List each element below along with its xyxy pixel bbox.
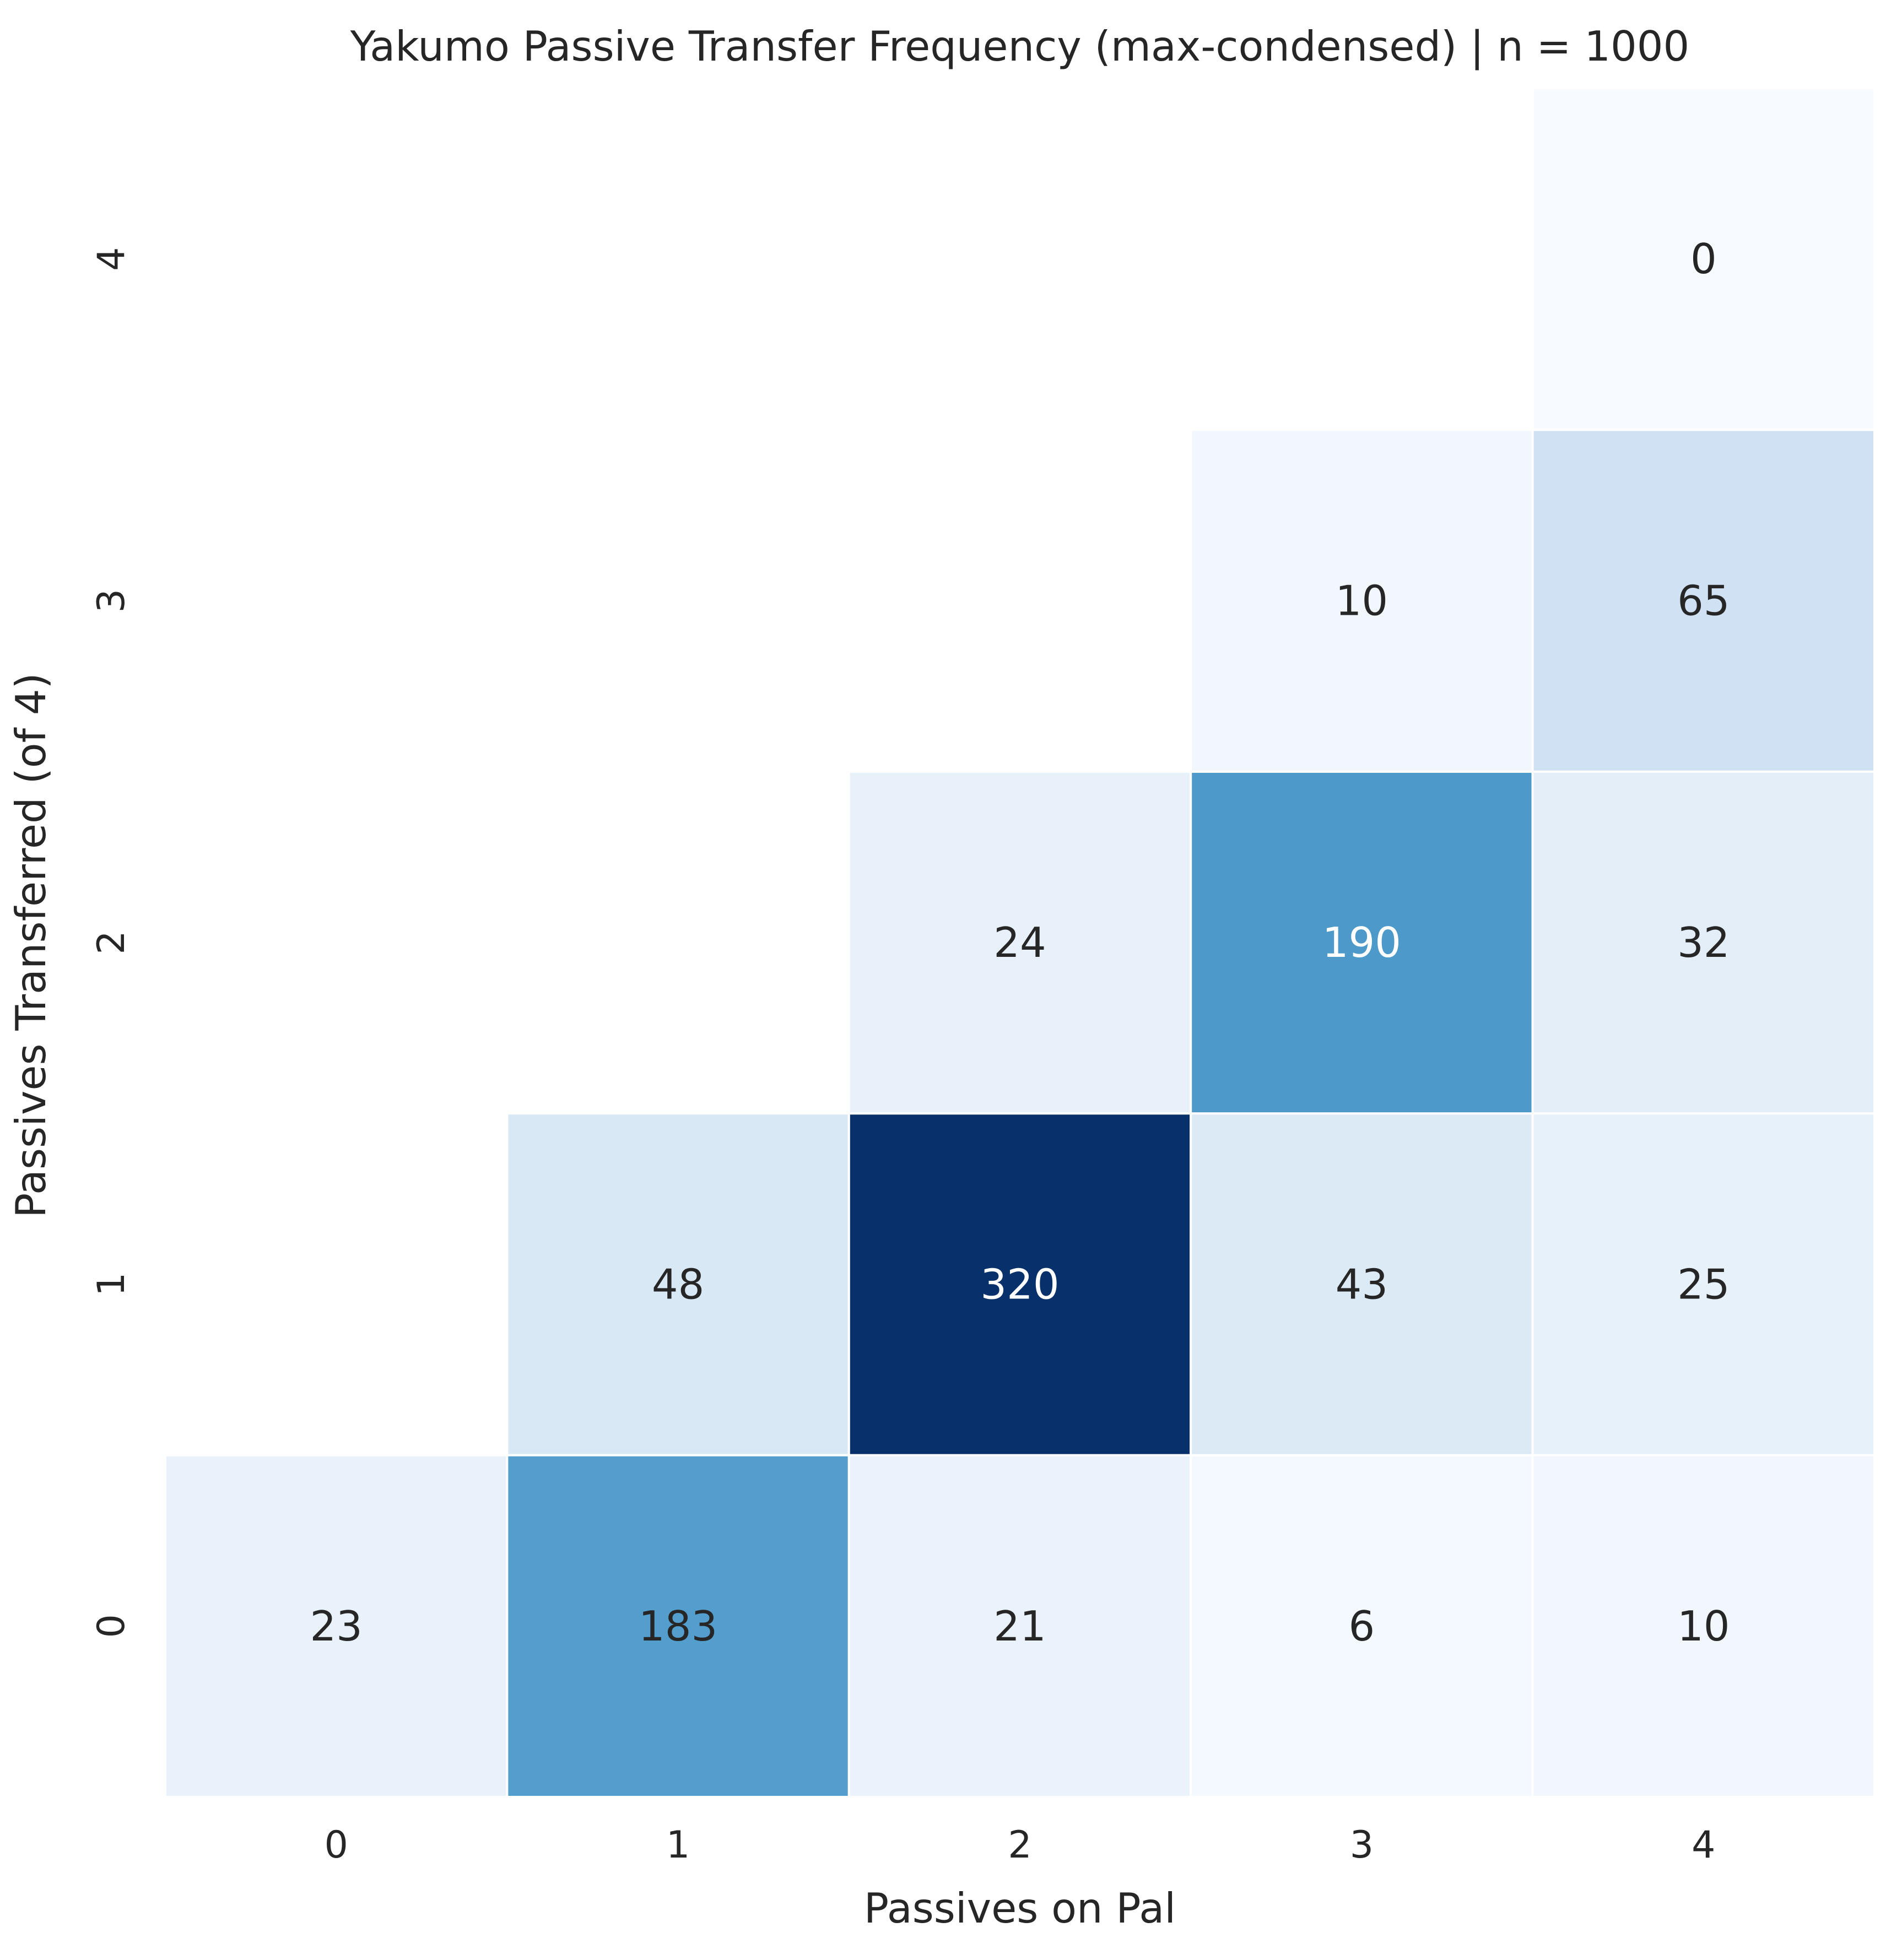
heatmap-cell	[506, 1112, 850, 1457]
heatmap-cell-value: 43	[1336, 1260, 1388, 1308]
heatmap-cell	[847, 1454, 1192, 1799]
heatmap-cell-value: 32	[1677, 918, 1730, 967]
heatmap-cell	[1190, 770, 1534, 1115]
y-axis-label: Passives Transferred (of 4)	[7, 673, 55, 1218]
heatmap-cell	[1190, 429, 1534, 773]
heatmap-cell-labels: 23 183 21 6 10 48 320 43 25 24 190 32 10 65 0	[310, 235, 1730, 1650]
heatmap-cell-value: 6	[1349, 1602, 1375, 1650]
heatmap-cell-value: 320	[980, 1260, 1059, 1308]
heatmap-cell	[1531, 1112, 1876, 1457]
heatmap-cell	[1190, 1454, 1534, 1799]
heatmap-cell-value: 48	[652, 1260, 704, 1308]
x-tick-label: 4	[1692, 1823, 1715, 1867]
y-tick-label: 2	[90, 930, 133, 954]
heatmap-cell	[847, 770, 1192, 1115]
heatmap-cell-value: 0	[1690, 235, 1717, 283]
heatmap-cell-value: 10	[1677, 1602, 1730, 1650]
x-tick-label: 1	[666, 1823, 690, 1867]
x-tick-label: 3	[1350, 1823, 1374, 1867]
heatmap-cell	[1531, 429, 1876, 773]
heatmap-cell-value: 21	[993, 1602, 1046, 1650]
y-tick-label: 3	[90, 589, 133, 613]
heatmap-cell	[1531, 770, 1876, 1115]
x-axis-label: Passives on Pal	[864, 1884, 1176, 1932]
y-tick-label: 4	[90, 247, 133, 271]
heatmap-cell-value: 10	[1336, 577, 1388, 625]
heatmap-cell	[164, 1454, 509, 1799]
y-axis-ticks: 0 1 2 3 4	[90, 247, 133, 1638]
x-tick-label: 2	[1008, 1823, 1031, 1867]
heatmap-cell-value: 24	[993, 918, 1046, 967]
heatmap-cell-value: 183	[639, 1602, 717, 1650]
x-axis-ticks: 0 1 2 3 4	[325, 1823, 1716, 1867]
heatmap-cell	[1531, 87, 1876, 431]
heatmap-cells	[164, 87, 1876, 1799]
heatmap-cell-value: 25	[1677, 1260, 1730, 1308]
heatmap-cell	[1531, 1454, 1876, 1799]
heatmap-cell-value: 23	[310, 1602, 362, 1650]
heatmap-cell	[847, 1112, 1192, 1457]
y-tick-label: 1	[90, 1273, 133, 1296]
x-tick-label: 0	[325, 1823, 348, 1867]
heatmap-cell	[1190, 1112, 1534, 1457]
chart-title: Yakumo Passive Transfer Frequency (max-c…	[350, 22, 1689, 71]
heatmap-cell-value: 190	[1322, 918, 1401, 967]
y-tick-label: 0	[90, 1614, 133, 1638]
heatmap-cell-value: 65	[1677, 577, 1730, 625]
